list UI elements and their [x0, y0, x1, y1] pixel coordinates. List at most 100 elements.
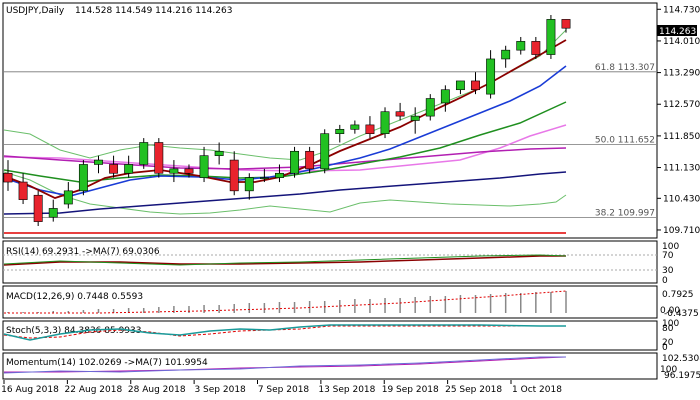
candle[interactable]	[440, 85, 450, 112]
candle-body	[18, 181, 28, 200]
candle[interactable]	[184, 164, 194, 178]
price-axis-label: 111.130	[663, 164, 700, 174]
date-axis-label: 1 Oct 2018	[512, 385, 562, 395]
candle[interactable]	[305, 146, 315, 174]
candle[interactable]	[425, 94, 435, 121]
candle-body	[516, 41, 526, 51]
candle[interactable]	[410, 107, 420, 134]
candle[interactable]	[320, 129, 330, 174]
candle-body	[365, 124, 375, 134]
candle-body	[561, 19, 571, 29]
price-axis-label: 110.430	[663, 194, 700, 204]
candle[interactable]	[275, 164, 284, 183]
candle-body	[425, 98, 435, 117]
date-axis: 16 Aug 2018 22 Aug 2018 28 Aug 2018 3 Sep 2…	[1, 380, 562, 395]
candle[interactable]	[124, 155, 134, 178]
candle-body	[410, 115, 420, 121]
momentum-label: Momentum(14) 102.0269 ->MA(7) 101.9954	[6, 358, 208, 368]
candle-body	[486, 58, 496, 95]
chart-symbol-label: USDJPY,Daily	[6, 6, 65, 16]
candle-body	[154, 142, 164, 174]
candle[interactable]	[94, 155, 103, 174]
candle[interactable]	[199, 146, 209, 183]
svg-text:70: 70	[662, 251, 674, 261]
date-axis-label: 3 Sep 2018	[194, 385, 246, 395]
candle[interactable]	[486, 50, 496, 99]
price-axis: 114.730 114.010 113.290 112.570 111.850 111.1…	[657, 5, 700, 236]
svg-text:100: 100	[662, 319, 679, 329]
svg-text:100: 100	[660, 365, 677, 375]
candle[interactable]	[229, 151, 239, 196]
candle[interactable]	[365, 116, 375, 139]
price-axis-label: 111.850	[663, 132, 700, 142]
candle-body	[395, 111, 405, 117]
candle-body	[531, 41, 541, 55]
candle[interactable]	[3, 160, 13, 191]
svg-text:0: 0	[662, 343, 668, 353]
candle[interactable]	[501, 45, 511, 68]
candle-body	[275, 172, 284, 178]
candle-body	[501, 49, 511, 60]
candle-body	[214, 150, 224, 156]
candle[interactable]	[63, 182, 73, 209]
candle[interactable]	[350, 120, 360, 134]
date-axis-label: 7 Sep 2018	[258, 385, 310, 395]
candle[interactable]	[335, 124, 345, 143]
rsi-label: RSI(14) 69.2931 ->MA(7) 69.0306	[6, 247, 160, 257]
candle[interactable]	[546, 14, 556, 59]
candle[interactable]	[531, 36, 541, 59]
pink-moving-average	[3, 124, 567, 172]
svg-text:0: 0	[662, 276, 668, 286]
candle[interactable]	[154, 138, 164, 178]
svg-text:80: 80	[662, 324, 674, 334]
candle[interactable]	[139, 138, 149, 169]
candle[interactable]	[18, 173, 28, 205]
svg-text:0.7925: 0.7925	[662, 290, 694, 300]
svg-text:0.00: 0.00	[660, 306, 680, 316]
stoch-signal-line	[3, 325, 566, 339]
candle[interactable]	[455, 80, 465, 95]
candle[interactable]	[395, 102, 405, 121]
candle[interactable]	[48, 199, 58, 222]
lower-envelope-line	[3, 171, 567, 215]
candle[interactable]	[561, 19, 571, 33]
current-price-tag: 114.263	[657, 25, 697, 37]
candle-body	[380, 111, 390, 134]
candle-body	[124, 164, 134, 174]
fib-level-label: 61.8 113.307	[595, 63, 655, 73]
candle-body	[139, 142, 149, 165]
macd-axis: 0.7925 0.00 -0.4375	[660, 290, 699, 319]
stoch-axis: 100 80 20 0	[662, 319, 679, 353]
candle[interactable]	[380, 107, 390, 139]
candle[interactable]	[169, 160, 179, 183]
date-axis-label: 22 Aug 2018	[65, 385, 123, 395]
candle[interactable]	[244, 173, 254, 200]
blue-moving-average	[3, 65, 567, 197]
candle-body	[244, 177, 254, 192]
main-price-panel[interactable]	[2, 2, 658, 239]
price-axis-label: 114.730	[663, 5, 700, 15]
candle[interactable]	[259, 168, 269, 183]
candlesticks	[3, 14, 571, 227]
candle[interactable]	[471, 72, 480, 95]
candle-body	[78, 164, 88, 192]
candle-body	[335, 128, 345, 134]
rsi-line	[3, 254, 567, 266]
candle[interactable]	[109, 155, 119, 178]
current-price-label: 114.263	[659, 27, 696, 37]
candle-body	[199, 155, 209, 178]
candle[interactable]	[33, 190, 43, 227]
price-axis-label: 109.710	[663, 226, 700, 236]
stoch-main-line	[3, 324, 566, 341]
candle-body	[259, 177, 269, 179]
macd-histogram	[7, 291, 567, 313]
candle-body	[3, 172, 13, 183]
candle-body	[33, 194, 43, 222]
svg-text:-0.4375: -0.4375	[664, 309, 699, 319]
date-axis-label: 25 Sep 2018	[445, 385, 502, 395]
candle[interactable]	[78, 160, 88, 196]
candle[interactable]	[516, 36, 526, 55]
candle[interactable]	[290, 146, 299, 178]
candle[interactable]	[214, 142, 224, 165]
